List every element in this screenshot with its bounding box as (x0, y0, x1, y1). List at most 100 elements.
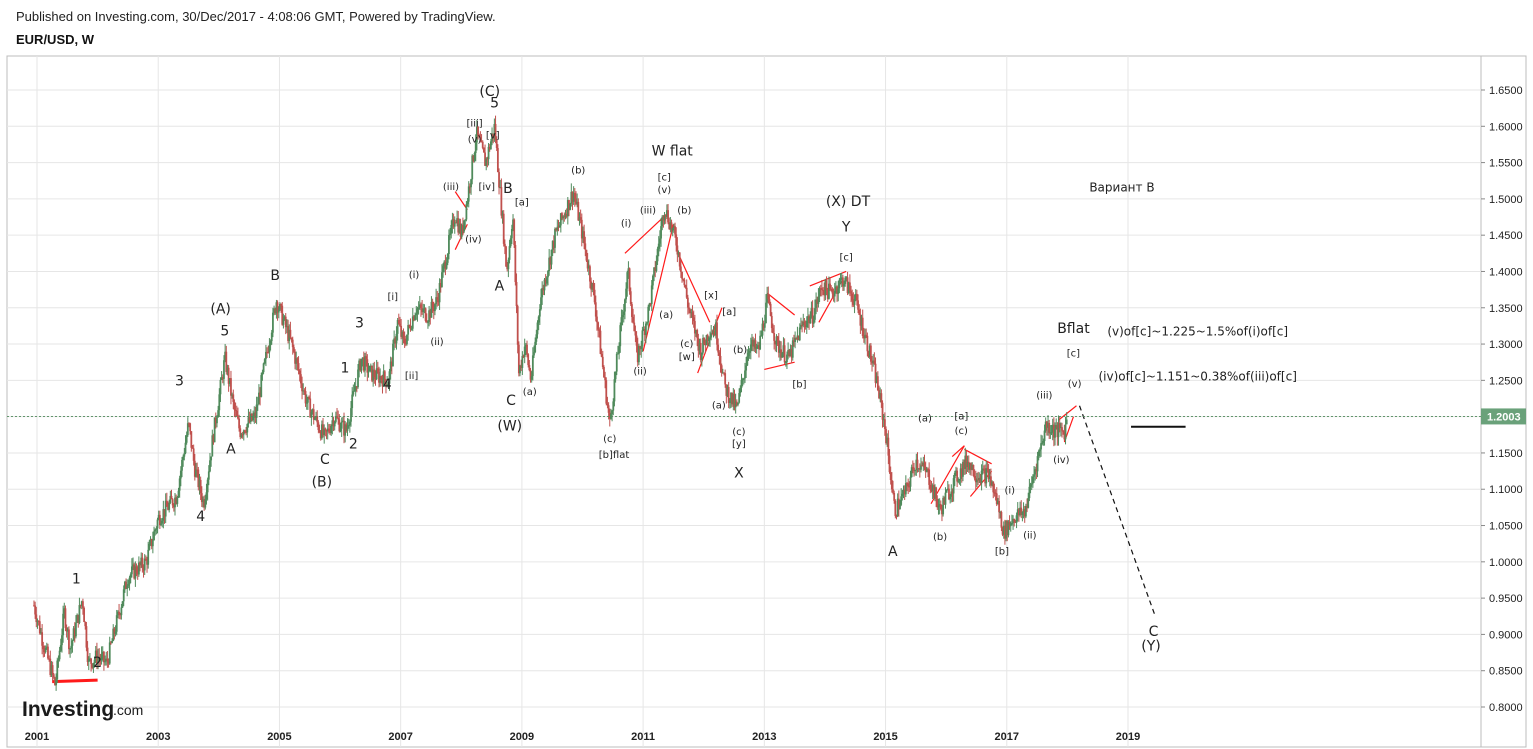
candle-body (584, 243, 587, 250)
candle-body (379, 376, 382, 383)
candle-body (679, 266, 682, 272)
wave-label: (c) (732, 427, 745, 438)
candle-body (289, 329, 292, 338)
candle-body (613, 379, 616, 402)
candle-body (231, 394, 234, 396)
candle-body (554, 228, 556, 248)
candle-body (627, 268, 630, 273)
candle-body (941, 509, 943, 515)
x-axis: 2001 2003 2005 2007 2009 2011 2013 2015 2017 2019 (25, 731, 1140, 743)
candle-body (783, 345, 786, 363)
candle-body (52, 674, 55, 678)
candle-body (713, 330, 716, 336)
candle-body (287, 326, 289, 342)
candle-body (808, 316, 810, 324)
candle-body (510, 229, 513, 239)
candle-body (971, 464, 974, 470)
candle-body (54, 677, 56, 686)
candle-body (690, 312, 693, 314)
candle-body (245, 432, 248, 434)
candle-body (861, 317, 864, 336)
candle-body (418, 304, 421, 308)
candle-body (653, 267, 655, 276)
candle-body (788, 350, 791, 357)
candle-body (662, 216, 665, 221)
candle-body (225, 351, 228, 373)
candle-body (767, 293, 770, 300)
candle-body (515, 282, 518, 307)
candle-body (695, 329, 697, 334)
candle-body (857, 300, 859, 310)
candle-body (80, 601, 83, 607)
candle-body (394, 338, 397, 344)
wave-label: C (320, 452, 330, 468)
candle-body (1035, 469, 1038, 472)
candle-body (928, 469, 931, 485)
candle-body (429, 310, 432, 318)
candle-body (181, 459, 183, 471)
candle-body (986, 468, 989, 470)
candle-body (310, 411, 313, 418)
wave-label: [b] (792, 380, 806, 391)
candle-body (479, 136, 482, 142)
candle-body (304, 391, 307, 404)
candle-body (1055, 425, 1058, 429)
candle-body (402, 331, 405, 339)
candle-body (859, 314, 862, 326)
candle-body (1001, 527, 1004, 535)
candle-body (284, 316, 287, 328)
candle-body (207, 471, 210, 480)
candle-body (945, 489, 948, 493)
candle-body (577, 201, 580, 221)
candle-body (522, 355, 525, 358)
candle-body (943, 497, 946, 505)
candle-body (359, 360, 362, 371)
candle-body (622, 311, 625, 316)
candle-body (805, 320, 808, 328)
candle-body (610, 413, 612, 419)
candle-body (43, 649, 46, 653)
candle-body (305, 402, 308, 404)
candle-body (959, 468, 962, 479)
y-tick-label: 1.1500 (1489, 448, 1523, 460)
wave-label: B (270, 268, 280, 284)
candle-body (399, 323, 401, 326)
candle-body (459, 223, 462, 237)
wave-label: [w] (679, 352, 695, 363)
candle-body (752, 339, 755, 347)
candle-body (312, 409, 315, 420)
candle-body (407, 325, 410, 335)
candle-body (368, 365, 371, 372)
candle-body (611, 410, 614, 414)
candle-body (1012, 518, 1014, 524)
candle-body (133, 564, 136, 579)
candle-body (184, 442, 187, 454)
markup-line (764, 361, 795, 371)
candle-body (161, 520, 164, 524)
candle-body (507, 259, 510, 270)
candle-body (425, 321, 428, 323)
candle-body (1038, 449, 1041, 452)
candle-body (681, 271, 683, 279)
candle-body (506, 266, 509, 270)
candle-body (190, 431, 193, 448)
candle-body (489, 141, 492, 150)
candle-body (545, 277, 548, 284)
candle-body (448, 235, 450, 255)
candle-body (451, 219, 454, 225)
candle-body (709, 337, 711, 339)
candle-body (740, 379, 743, 388)
candle-body (839, 278, 842, 280)
candle-body (228, 378, 231, 384)
candle-body (707, 338, 710, 342)
candle-body (400, 325, 403, 337)
candle-body (364, 356, 366, 371)
candle-body (816, 299, 819, 304)
candle-body (276, 302, 279, 313)
candle-body (605, 380, 608, 404)
candle-body (92, 662, 95, 668)
candle-body (985, 468, 988, 484)
candle-body (579, 217, 582, 220)
candle-body (199, 479, 202, 494)
candle-body (696, 329, 699, 339)
